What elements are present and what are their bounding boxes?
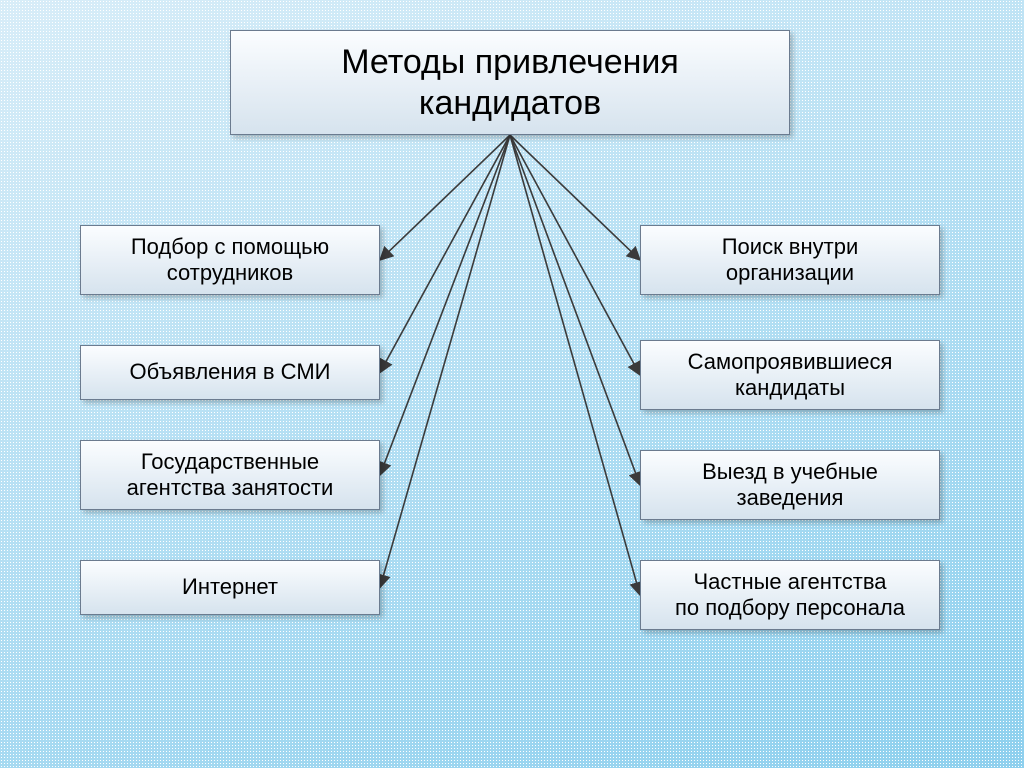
child-node-n4: Интернет [80,560,380,615]
child-node-n1: Подбор с помощью сотрудников [80,225,380,295]
n6-label: Самопроявившиеся кандидаты [688,349,893,402]
child-node-n7: Выезд в учебные заведения [640,450,940,520]
edge-root-n1 [380,135,510,260]
edge-root-n7 [510,135,640,485]
root-node: Методы привлечения кандидатов [230,30,790,135]
root-label: Методы привлечения кандидатов [341,42,679,124]
n4-label: Интернет [182,574,278,600]
n5-label: Поиск внутри организации [722,234,859,287]
edge-root-n6 [510,135,640,375]
edge-root-n3 [380,135,510,475]
child-node-n5: Поиск внутри организации [640,225,940,295]
n3-label: Государственные агентства занятости [127,449,334,502]
child-node-n8: Частные агентства по подбору персонала [640,560,940,630]
edge-root-n2 [380,135,510,373]
diagram-canvas: Методы привлечения кандидатов Подбор с по… [0,0,1024,768]
child-node-n3: Государственные агентства занятости [80,440,380,510]
edge-root-n4 [380,135,510,588]
edge-root-n8 [510,135,640,595]
edge-root-n5 [510,135,640,260]
n7-label: Выезд в учебные заведения [702,459,878,512]
child-node-n2: Объявления в СМИ [80,345,380,400]
n1-label: Подбор с помощью сотрудников [131,234,329,287]
n2-label: Объявления в СМИ [130,359,331,385]
n8-label: Частные агентства по подбору персонала [675,569,905,622]
child-node-n6: Самопроявившиеся кандидаты [640,340,940,410]
